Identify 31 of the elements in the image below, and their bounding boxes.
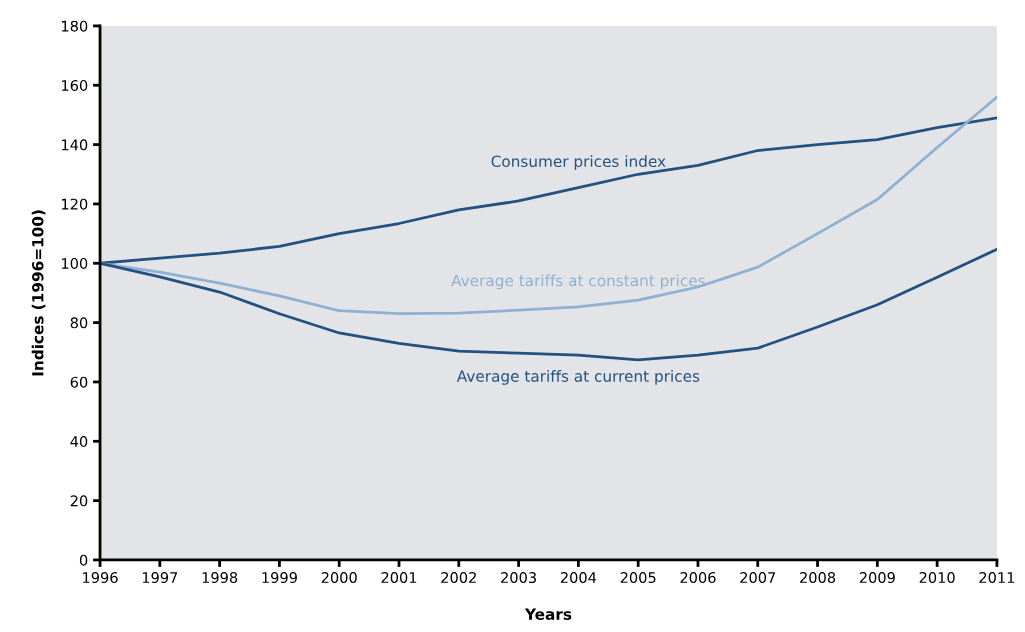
x-tick-label: 2008 <box>800 572 836 584</box>
x-tick-label: 1997 <box>142 572 178 584</box>
series-label: Average tariffs at current prices <box>456 370 700 385</box>
x-tick-label: 2010 <box>919 572 955 584</box>
y-tick-label: 100 <box>62 257 88 270</box>
x-tick-label: 2009 <box>859 572 895 584</box>
x-tick-label: 2002 <box>441 572 476 584</box>
y-tick-label: 0 <box>79 554 88 566</box>
x-tick-label: 2011 <box>979 572 1015 584</box>
x-tick-label: 2005 <box>620 572 656 584</box>
x-axis-title: Years <box>524 608 572 620</box>
series-label: Average tariffs at constant prices <box>451 274 705 290</box>
x-tick-label: 2000 <box>321 572 357 584</box>
x-tick-label: 1999 <box>262 572 297 584</box>
x-tick-label: 2003 <box>501 572 536 584</box>
x-tick-label: 2001 <box>381 572 417 584</box>
y-tick-label: 40 <box>70 435 88 448</box>
x-tick-label: 2007 <box>740 572 776 584</box>
x-tick-label: 1996 <box>83 572 118 584</box>
series-label: Consumer prices index <box>491 155 666 170</box>
y-tick-label: 20 <box>70 495 88 507</box>
y-tick-label: 160 <box>62 79 88 91</box>
y-tick-label: 60 <box>70 376 88 388</box>
x-tick-label: 1998 <box>202 572 238 584</box>
y-tick-label: 120 <box>62 198 88 210</box>
y-tick-label: 80 <box>70 317 88 329</box>
y-tick-label: 180 <box>62 20 88 32</box>
y-tick-label: 140 <box>62 139 88 151</box>
y-axis-title: Indices (1996=100) <box>31 210 46 376</box>
x-tick-label: 2006 <box>680 572 716 584</box>
x-tick-label: 2004 <box>560 572 597 584</box>
